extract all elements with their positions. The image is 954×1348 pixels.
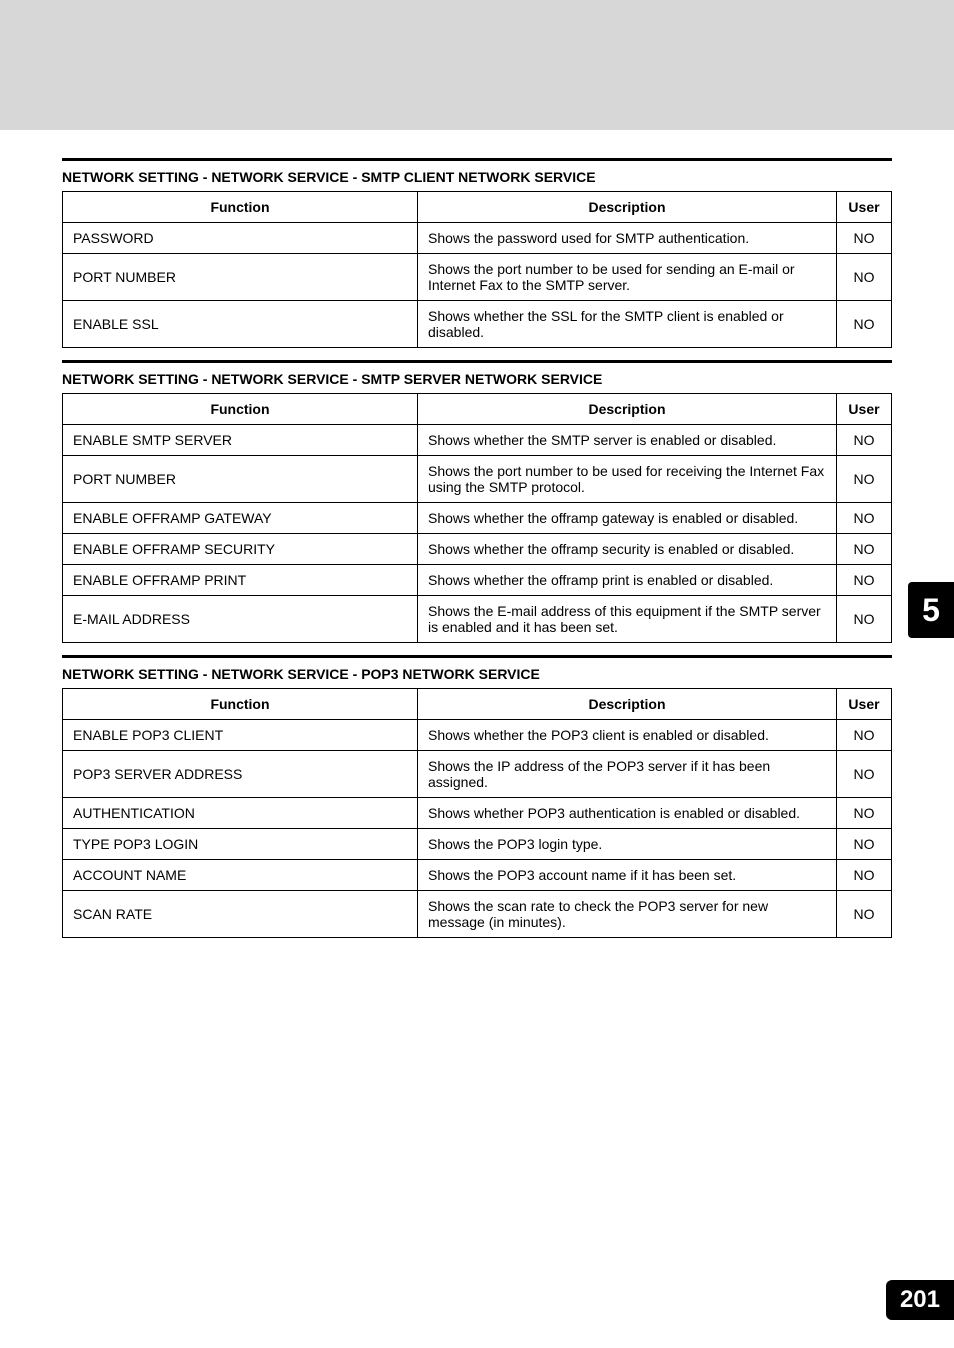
table-row: E-MAIL ADDRESS Shows the E-mail address … (63, 596, 892, 643)
section-heading-smtp-client: NETWORK SETTING - NETWORK SERVICE - SMTP… (62, 158, 892, 191)
table-row: ACCOUNT NAME Shows the POP3 account name… (63, 860, 892, 891)
cell-user: NO (837, 565, 892, 596)
section-heading-smtp-server: NETWORK SETTING - NETWORK SERVICE - SMTP… (62, 360, 892, 393)
cell-function: ENABLE OFFRAMP GATEWAY (63, 503, 418, 534)
cell-function: ENABLE SSL (63, 301, 418, 348)
cell-user: NO (837, 456, 892, 503)
cell-description: Shows the port number to be used for sen… (418, 254, 837, 301)
table-row: PORT NUMBER Shows the port number to be … (63, 456, 892, 503)
cell-description: Shows the POP3 login type. (418, 829, 837, 860)
cell-function: POP3 SERVER ADDRESS (63, 751, 418, 798)
cell-user: NO (837, 503, 892, 534)
cell-user: NO (837, 891, 892, 938)
cell-description: Shows the POP3 account name if it has be… (418, 860, 837, 891)
cell-user: NO (837, 860, 892, 891)
table-pop3: Function Description User ENABLE POP3 CL… (62, 688, 892, 938)
cell-function: SCAN RATE (63, 891, 418, 938)
table-smtp-client: Function Description User PASSWORD Shows… (62, 191, 892, 348)
cell-function: PORT NUMBER (63, 456, 418, 503)
table-row: ENABLE OFFRAMP SECURITY Shows whether th… (63, 534, 892, 565)
col-header-function: Function (63, 192, 418, 223)
cell-description: Shows the password used for SMTP authent… (418, 223, 837, 254)
col-header-function: Function (63, 394, 418, 425)
cell-user: NO (837, 301, 892, 348)
col-header-user: User (837, 394, 892, 425)
cell-user: NO (837, 829, 892, 860)
cell-description: Shows the scan rate to check the POP3 se… (418, 891, 837, 938)
table-row: ENABLE OFFRAMP GATEWAY Shows whether the… (63, 503, 892, 534)
cell-function: ENABLE POP3 CLIENT (63, 720, 418, 751)
table-row: PASSWORD Shows the password used for SMT… (63, 223, 892, 254)
cell-description: Shows whether the SSL for the SMTP clien… (418, 301, 837, 348)
cell-function: AUTHENTICATION (63, 798, 418, 829)
side-tab-chapter: 5 (908, 582, 954, 638)
cell-user: NO (837, 254, 892, 301)
cell-function: ACCOUNT NAME (63, 860, 418, 891)
table-row: ENABLE POP3 CLIENT Shows whether the POP… (63, 720, 892, 751)
table-row: POP3 SERVER ADDRESS Shows the IP address… (63, 751, 892, 798)
table-smtp-server: Function Description User ENABLE SMTP SE… (62, 393, 892, 643)
table-row: SCAN RATE Shows the scan rate to check t… (63, 891, 892, 938)
table-row: ENABLE SSL Shows whether the SSL for the… (63, 301, 892, 348)
cell-user: NO (837, 534, 892, 565)
top-gray-band (0, 0, 954, 130)
cell-function: ENABLE OFFRAMP SECURITY (63, 534, 418, 565)
section-heading-pop3: NETWORK SETTING - NETWORK SERVICE - POP3… (62, 655, 892, 688)
cell-description: Shows whether the SMTP server is enabled… (418, 425, 837, 456)
cell-description: Shows whether the offramp gateway is ena… (418, 503, 837, 534)
cell-function: PORT NUMBER (63, 254, 418, 301)
cell-description: Shows whether the offramp print is enabl… (418, 565, 837, 596)
table-row: TYPE POP3 LOGIN Shows the POP3 login typ… (63, 829, 892, 860)
cell-function: ENABLE SMTP SERVER (63, 425, 418, 456)
cell-user: NO (837, 223, 892, 254)
page-number: 201 (886, 1280, 954, 1320)
page-content: NETWORK SETTING - NETWORK SERVICE - SMTP… (0, 158, 954, 938)
cell-function: ENABLE OFFRAMP PRINT (63, 565, 418, 596)
table-row: ENABLE OFFRAMP PRINT Shows whether the o… (63, 565, 892, 596)
cell-description: Shows the E-mail address of this equipme… (418, 596, 837, 643)
cell-user: NO (837, 596, 892, 643)
cell-description: Shows the IP address of the POP3 server … (418, 751, 837, 798)
col-header-description: Description (418, 394, 837, 425)
col-header-description: Description (418, 689, 837, 720)
cell-description: Shows whether POP3 authentication is ena… (418, 798, 837, 829)
cell-function: TYPE POP3 LOGIN (63, 829, 418, 860)
col-header-user: User (837, 689, 892, 720)
cell-user: NO (837, 798, 892, 829)
table-row: PORT NUMBER Shows the port number to be … (63, 254, 892, 301)
cell-description: Shows whether the offramp security is en… (418, 534, 837, 565)
cell-description: Shows the port number to be used for rec… (418, 456, 837, 503)
cell-user: NO (837, 720, 892, 751)
cell-description: Shows whether the POP3 client is enabled… (418, 720, 837, 751)
table-row: ENABLE SMTP SERVER Shows whether the SMT… (63, 425, 892, 456)
table-row: AUTHENTICATION Shows whether POP3 authen… (63, 798, 892, 829)
cell-user: NO (837, 425, 892, 456)
col-header-description: Description (418, 192, 837, 223)
col-header-function: Function (63, 689, 418, 720)
cell-user: NO (837, 751, 892, 798)
col-header-user: User (837, 192, 892, 223)
cell-function: PASSWORD (63, 223, 418, 254)
cell-function: E-MAIL ADDRESS (63, 596, 418, 643)
